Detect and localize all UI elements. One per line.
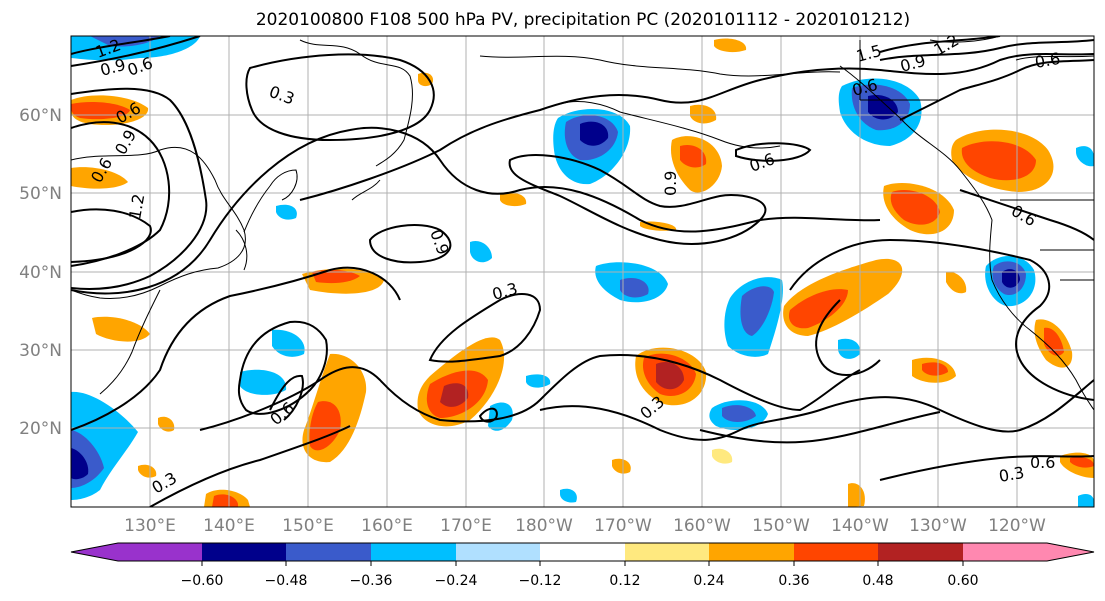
lat-label: 50°N (19, 184, 62, 204)
precip-positive-anomaly (946, 271, 967, 294)
contour-label: 0.3 (997, 463, 1025, 486)
precip-negative-anomaly (1002, 269, 1020, 288)
precip-positive-anomaly (714, 38, 747, 53)
colorbar-segment (371, 543, 456, 561)
colorbar-tick-label: −0.24 (435, 573, 478, 589)
precip-negative-anomaly (240, 369, 287, 395)
lon-label: 130°W (909, 516, 967, 536)
colorbar-tick-label: −0.60 (181, 573, 224, 589)
contour-label: 0.6 (1033, 49, 1061, 72)
precip-negative-anomaly (868, 94, 898, 120)
precip-positive-anomaly (1070, 457, 1094, 468)
precip-negative-anomaly (838, 338, 861, 359)
lat-label: 60°N (19, 106, 62, 126)
colorbar-tick-label: 0.36 (778, 573, 809, 589)
precip-positive-anomaly (612, 458, 631, 474)
contour-label: 0.6 (1030, 453, 1055, 472)
precip-positive-anomaly (212, 494, 238, 507)
precip-positive-anomaly (656, 361, 684, 390)
contour-label: 0.9 (661, 171, 680, 196)
contour-label: 1.2 (125, 192, 148, 220)
precip-positive-anomaly (1044, 327, 1064, 356)
lon-label: 180°W (515, 516, 573, 536)
lon-label: 140°E (203, 516, 255, 536)
lon-label: 150°W (752, 516, 810, 536)
lon-label: 160°W (673, 516, 731, 536)
colorbar-segment (878, 543, 963, 561)
precip-positive-anomaly (712, 448, 733, 464)
precip-negative-anomaly (276, 204, 297, 220)
map-frame (70, 35, 1095, 508)
precip-positive-anomaly (848, 483, 865, 507)
colorbar-segment (709, 543, 794, 561)
lon-label: 130°E (124, 516, 176, 536)
precip-shading (71, 36, 1094, 507)
colorbar-tick-label: 0.48 (862, 573, 893, 589)
lon-label: 150°E (282, 516, 334, 536)
colorbar-segment (794, 543, 878, 561)
lon-label: 160°E (361, 516, 413, 536)
precip-positive-anomaly (138, 464, 157, 478)
precip-positive-anomaly (922, 362, 948, 376)
lon-label: 170°E (440, 516, 492, 536)
lon-label: 170°W (594, 516, 652, 536)
precip-positive-anomaly (690, 104, 717, 124)
precip-positive-anomaly (500, 192, 527, 207)
colorbar-tick-label: 0.24 (693, 573, 724, 589)
colorbar-segment (625, 543, 709, 561)
precip-negative-anomaly (470, 240, 492, 263)
precip-negative-anomaly (1076, 146, 1094, 167)
precip-negative-anomaly (90, 36, 160, 47)
colorbar-tick-label: −0.48 (265, 573, 308, 589)
precip-negative-anomaly (1078, 494, 1094, 507)
precip-negative-anomaly (620, 277, 649, 298)
lat-label: 20°N (19, 419, 62, 439)
precip-positive-anomaly (440, 383, 469, 407)
map-title: 2020100800 F108 500 hPa PV, precipitatio… (256, 10, 910, 30)
lat-label: 40°N (19, 263, 62, 283)
precip-positive-anomaly (309, 401, 341, 451)
colorbar-tick-label: −0.12 (519, 573, 562, 589)
precip-negative-anomaly (580, 121, 609, 146)
colorbar-segment (202, 543, 286, 561)
lon-label: 140°W (831, 516, 889, 536)
precip-positive-anomaly (92, 316, 150, 342)
precip-positive-anomaly (312, 269, 360, 284)
precip-positive-anomaly (788, 289, 848, 329)
colorbar-tick-label: 0.12 (609, 573, 640, 589)
colorbar-segment (118, 543, 202, 561)
precip-positive-anomaly (680, 144, 707, 168)
colorbar-tick-label: 0.60 (947, 573, 978, 589)
colorbar-extend-low (71, 543, 118, 561)
colorbar-segment (286, 543, 371, 561)
latitude-labels: 60°N 50°N 40°N 30°N 20°N (19, 106, 62, 439)
colorbar-tick-label: −0.36 (350, 573, 393, 589)
colorbar-segment (963, 543, 1047, 561)
precip-positive-anomaly (71, 167, 128, 189)
longitude-labels: 130°E 140°E 150°E 160°E 170°E 180°W 170°… (124, 516, 1046, 536)
precip-negative-anomaly (71, 448, 89, 480)
graticule (71, 36, 1094, 507)
lat-label: 30°N (19, 341, 62, 361)
colorbar-segment (456, 543, 540, 561)
precip-positive-anomaly (418, 72, 434, 87)
colorbar-extend-high (1047, 543, 1094, 561)
precip-negative-anomaly (560, 488, 577, 503)
map-panel: 1.2 0.9 0.6 0.6 0.9 0.6 1.2 0.3 0.9 0.3 … (70, 35, 1095, 508)
colorbar-ticks (201, 561, 964, 566)
colorbar: −0.60 −0.48 −0.36 −0.24 −0.12 0.12 0.24 … (70, 542, 1095, 589)
precip-positive-anomaly (890, 190, 940, 225)
colorbar-outline (70, 542, 1095, 562)
precip-negative-anomaly (722, 405, 756, 422)
precip-negative-anomaly (740, 286, 774, 336)
colorbar-segment (540, 543, 625, 561)
pv-contours (71, 36, 1094, 507)
lon-label: 120°W (988, 516, 1046, 536)
